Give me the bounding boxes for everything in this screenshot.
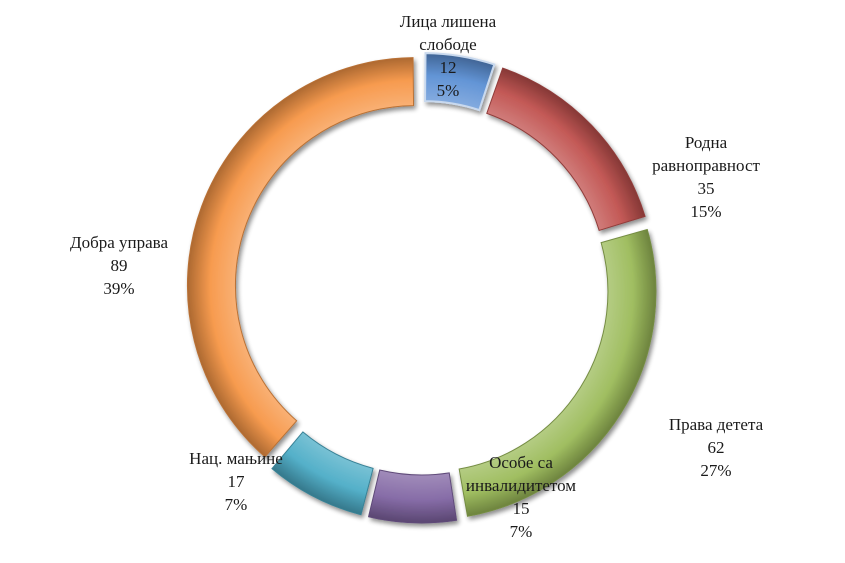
label-value: 15 [513, 499, 530, 518]
doughnut-slices [187, 52, 657, 524]
label-name-line: Особе са [489, 453, 553, 472]
label-national-minorities: Нац. мањине 17 7% [189, 449, 283, 514]
label-percent: 15% [690, 202, 721, 221]
slice-child-rights [458, 228, 657, 517]
label-value: 62 [708, 438, 725, 457]
label-name-line: Нац. мањине [189, 449, 283, 468]
slice-good-governance [187, 57, 415, 458]
label-name-line: слободе [419, 35, 476, 54]
label-child-rights: Права детета 62 27% [669, 415, 764, 480]
label-percent: 7% [510, 522, 533, 541]
slice-labels: Лица лишена слободе 12 5% Родна равноправност… [70, 12, 764, 541]
label-percent: 39% [103, 279, 134, 298]
label-name-line: Права детета [669, 415, 764, 434]
label-value: 17 [228, 472, 246, 491]
label-percent: 7% [225, 495, 248, 514]
label-name-line: Лица лишена [400, 12, 497, 31]
slice-deprived-liberty [424, 52, 496, 112]
label-name-line: Добра управа [70, 233, 168, 252]
label-name-line: Родна [685, 133, 728, 152]
slice-national-minorities [271, 431, 374, 516]
label-name-line: инвалидитетом [466, 476, 576, 495]
label-value: 12 [440, 58, 457, 77]
label-value: 89 [111, 256, 128, 275]
label-disability: Особе са инвалидитетом 15 7% [466, 453, 576, 541]
label-deprived-liberty: Лица лишена слободе 12 5% [400, 12, 497, 100]
label-value: 35 [698, 179, 715, 198]
slice-gender-equality [486, 67, 646, 232]
label-percent: 27% [700, 461, 731, 480]
label-percent: 5% [437, 81, 460, 100]
label-name-line: равноправност [652, 156, 760, 175]
label-gender-equality: Родна равноправност 35 15% [652, 133, 760, 221]
label-good-governance: Добра управа 89 39% [70, 233, 168, 298]
slice-disability [367, 469, 458, 524]
